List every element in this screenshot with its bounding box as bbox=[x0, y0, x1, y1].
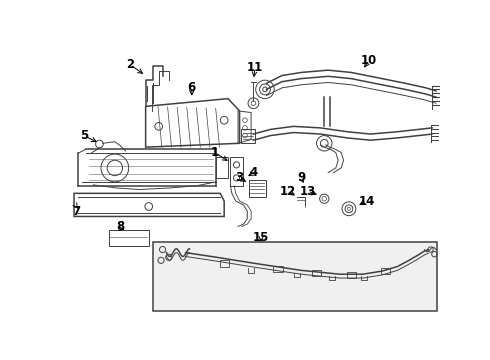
Bar bbox=[249, 180, 266, 197]
Text: 3: 3 bbox=[236, 171, 244, 184]
Bar bbox=[153, 242, 438, 311]
Text: 1: 1 bbox=[211, 146, 219, 159]
Text: 4: 4 bbox=[249, 166, 258, 179]
Text: 8: 8 bbox=[116, 220, 124, 233]
Bar bbox=[109, 230, 149, 247]
Text: 5: 5 bbox=[80, 129, 88, 142]
Text: 15: 15 bbox=[253, 231, 270, 244]
Text: 10: 10 bbox=[361, 54, 377, 67]
Text: 6: 6 bbox=[188, 81, 196, 94]
Text: 12: 12 bbox=[280, 185, 296, 198]
Text: 11: 11 bbox=[247, 61, 263, 74]
Text: 14: 14 bbox=[359, 194, 375, 208]
Text: 13: 13 bbox=[299, 185, 316, 198]
Text: 2: 2 bbox=[126, 58, 134, 71]
Bar bbox=[241, 130, 255, 143]
Text: 7: 7 bbox=[72, 204, 80, 217]
Text: 9: 9 bbox=[297, 171, 305, 184]
